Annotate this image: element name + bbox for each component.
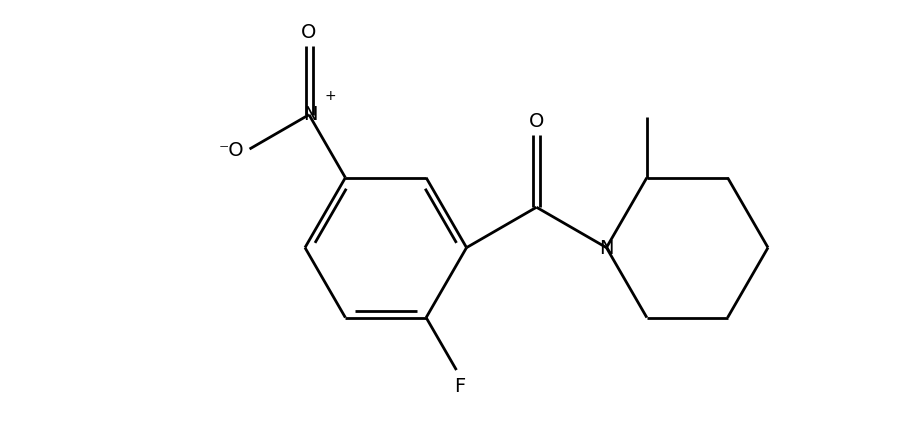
Text: O: O xyxy=(528,111,544,130)
Text: F: F xyxy=(454,376,466,395)
Text: +: + xyxy=(324,89,336,103)
Text: N: N xyxy=(302,104,317,124)
Text: ⁻O: ⁻O xyxy=(218,140,243,159)
Text: O: O xyxy=(301,23,316,42)
Text: N: N xyxy=(599,239,613,257)
